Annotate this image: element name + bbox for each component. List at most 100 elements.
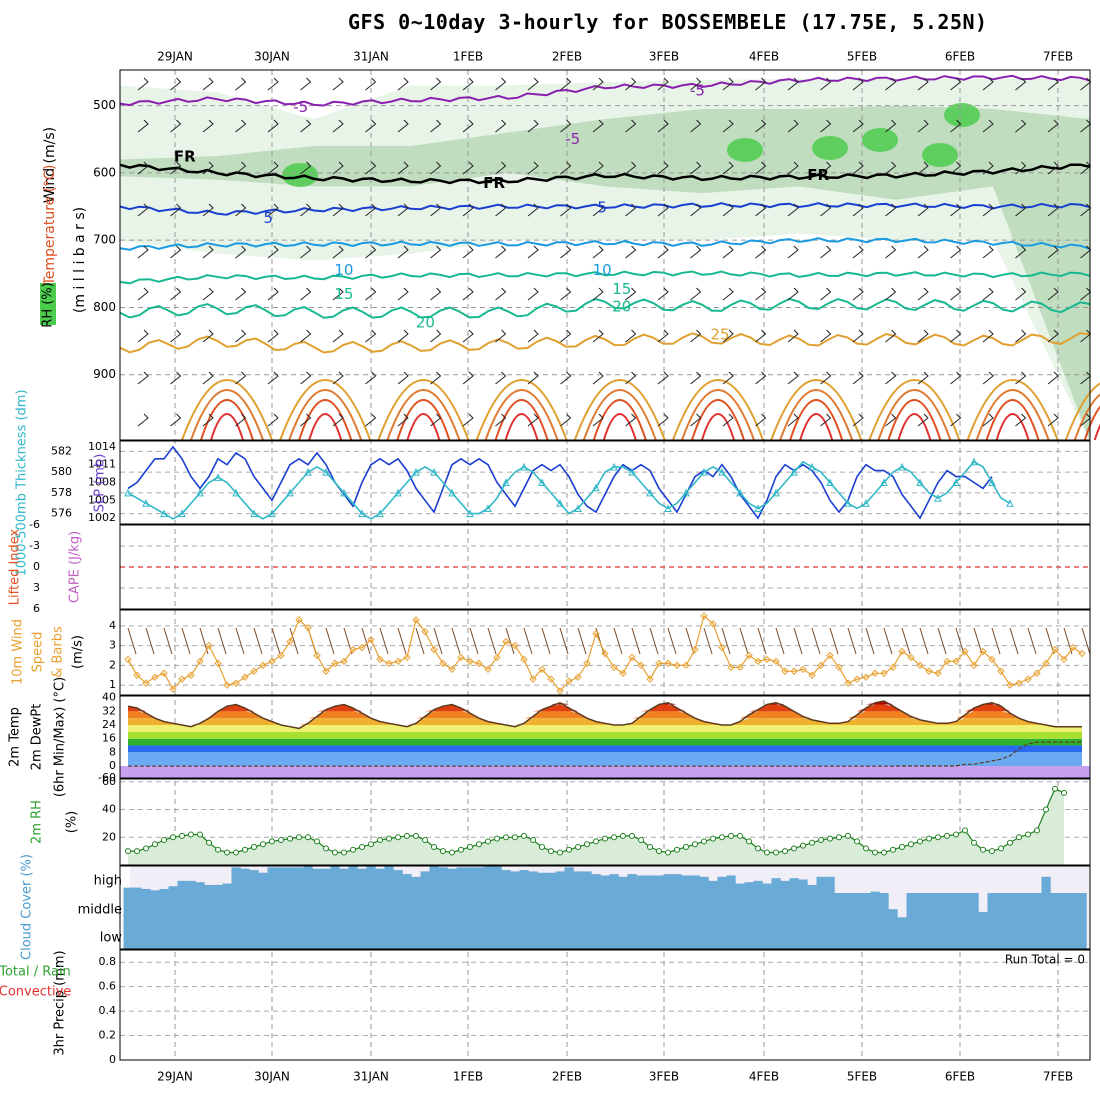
- cloud-bar-low: [672, 920, 682, 949]
- rh-marker: [125, 848, 131, 855]
- cloud-bar-low: [393, 920, 403, 949]
- rh-marker: [323, 845, 329, 852]
- cloud-bar-middle: [204, 893, 214, 920]
- surface-wind-barb: [1009, 627, 1019, 655]
- rh-marker: [440, 848, 446, 855]
- cloud-bar-middle: [663, 893, 673, 920]
- wind-barb: [397, 371, 409, 385]
- cloud-bar-low: [951, 920, 961, 949]
- temp-tick-label: 8: [109, 745, 116, 758]
- surface-wind-barb: [433, 627, 443, 655]
- wind-speed-marker: [421, 628, 429, 636]
- wind-speed-marker: [961, 647, 969, 656]
- rh-marker: [278, 837, 284, 844]
- cloud-bar-low: [276, 920, 286, 949]
- wind-barb: [787, 161, 799, 175]
- wind-barb: [430, 413, 442, 427]
- upper-ylabel-wind: Wind (m/s): [42, 127, 58, 203]
- cloud-bar-middle: [744, 893, 754, 920]
- cloud-bar-middle: [861, 893, 871, 920]
- cloud-bar-high: [699, 876, 709, 893]
- wind-speed-marker: [214, 659, 222, 668]
- wind-barb: [722, 371, 734, 385]
- rh-marker: [701, 838, 707, 845]
- surface-wind-barb: [775, 627, 785, 655]
- x-tick-label-bottom: 5FEB: [847, 1070, 877, 1084]
- wind-barb: [1015, 161, 1027, 175]
- cloud-bar-middle: [1023, 893, 1033, 920]
- cloud-bar-middle: [249, 893, 259, 920]
- wind-barb: [397, 203, 409, 217]
- warm-arc: [887, 399, 942, 441]
- wind-barb: [625, 413, 637, 427]
- warm-arc: [789, 399, 844, 441]
- thickness-marker: [700, 468, 708, 476]
- surface-wind-barb: [217, 627, 227, 655]
- surface-wind-barb: [1063, 627, 1073, 655]
- panel-frame-stab: [119, 524, 1091, 610]
- surface-wind-barb: [883, 627, 893, 655]
- rh-marker: [647, 843, 653, 850]
- thickness-marker: [970, 457, 978, 466]
- x-tick-label-top: 4FEB: [749, 50, 779, 64]
- warm-arc: [279, 379, 372, 441]
- wind-speed-marker: [439, 659, 447, 668]
- surface-wind-barb: [505, 627, 515, 655]
- wind-barb: [235, 245, 247, 259]
- wind-barb: [755, 245, 767, 259]
- surface-wind-barb: [847, 627, 857, 655]
- cloud-bar-high: [195, 882, 205, 893]
- contour-label: 25: [710, 326, 729, 344]
- wind-speed-marker: [205, 641, 213, 650]
- cloud-bar-middle: [429, 893, 439, 920]
- cloud-bar-high: [303, 866, 313, 893]
- cloud-bar-low: [438, 920, 448, 949]
- cloud-bar-low: [1014, 920, 1024, 949]
- wind-barb: [365, 161, 377, 175]
- wind-speed-marker: [1033, 669, 1041, 677]
- cloud-bar-low: [1068, 920, 1078, 949]
- isotherm-10: [119, 237, 1091, 251]
- wind-speed-marker: [844, 679, 852, 687]
- surface-wind-barb: [469, 627, 479, 655]
- cloud-bar-low: [861, 920, 871, 949]
- cloud-bar-middle: [294, 893, 304, 920]
- wind-barb: [625, 371, 637, 385]
- cloud-bar-high: [555, 871, 565, 893]
- wind-barb: [592, 245, 604, 259]
- rh-marker: [467, 843, 473, 850]
- wind-barb: [462, 413, 474, 427]
- rh-marker: [206, 839, 212, 846]
- panel-frame-wind: [119, 609, 1091, 696]
- cloud-bar-low: [429, 920, 439, 949]
- rh-marker: [980, 846, 986, 853]
- thickness-marker: [808, 462, 816, 471]
- wind-speed-marker: [664, 659, 672, 668]
- temp-band: [128, 718, 1082, 725]
- warm-arc: [288, 389, 363, 441]
- panel-frame-rh: [119, 778, 1091, 866]
- wind-speed-marker: [466, 657, 474, 666]
- panel-frame-upper: [119, 69, 1091, 441]
- wind-barb: [787, 245, 799, 259]
- wind-barb: [690, 245, 702, 259]
- rh-marker: [728, 832, 734, 839]
- rh-marker: [611, 834, 617, 841]
- wind-barb: [820, 119, 832, 133]
- cloud-bar-middle: [906, 893, 916, 920]
- surface-wind-barb: [397, 627, 407, 655]
- thickness-marker: [448, 488, 456, 497]
- wind-barb: [235, 161, 247, 175]
- wind-barb: [1015, 287, 1027, 301]
- thickness-marker: [358, 509, 366, 518]
- thickness-marker: [1006, 499, 1014, 507]
- wind-speed-marker: [295, 616, 303, 624]
- cloud-bar-low: [357, 920, 367, 949]
- wind-barb: [787, 413, 799, 427]
- rh-marker: [782, 848, 788, 855]
- wind-barb: [235, 203, 247, 217]
- wind-tick-label: 1: [109, 678, 116, 691]
- thickness-marker: [826, 478, 834, 486]
- cloud-bar-low: [663, 920, 673, 949]
- wind-speed-marker: [646, 675, 654, 683]
